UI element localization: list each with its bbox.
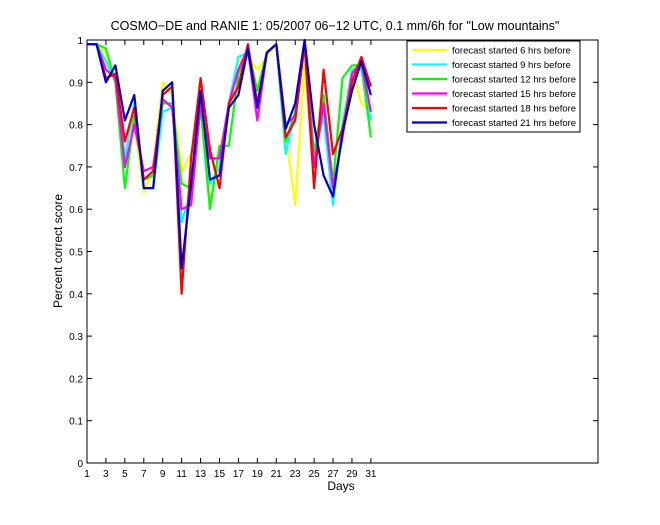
x-tick-label: 13 <box>195 469 207 480</box>
legend: forecast started 6 hrs before forecast st… <box>406 40 581 133</box>
y-tick-label: 0 <box>77 459 83 470</box>
legend-entry: forecast started 12 hrs before <box>452 75 576 86</box>
x-tick-label: 7 <box>141 469 147 480</box>
x-tick-label: 29 <box>346 469 358 480</box>
legend-entry: forecast started 6 hrs before <box>452 46 571 57</box>
y-tick-label: 0.5 <box>69 248 83 259</box>
y-tick-label: 1 <box>77 36 83 47</box>
y-tick-label: 0.8 <box>69 121 83 132</box>
x-tick-label: 23 <box>290 469 302 480</box>
x-tick-label: 15 <box>214 469 226 480</box>
x-axis: 1 3 5 7 9 11 13 15 17 19 21 23 25 27 29 31 <box>84 40 377 480</box>
series-line-3 <box>87 43 372 211</box>
legend-entry: forecast started 15 hrs before <box>452 89 576 100</box>
y-tick-label: 0.4 <box>69 290 83 301</box>
y-tick-label: 0.9 <box>69 78 83 89</box>
x-tick-label: 11 <box>176 469 187 480</box>
y-axis: 0 0.1 0.2 0.3 0.4 0.5 0.6 0.7 0.8 0.9 1 <box>69 36 598 470</box>
legend-entry: forecast started 9 hrs before <box>452 60 571 71</box>
y-tick-label: 0.6 <box>69 205 83 216</box>
x-tick-label: 19 <box>252 469 264 480</box>
x-axis-label: Days <box>327 479 354 493</box>
x-tick-label: 25 <box>309 469 321 480</box>
y-axis-label: Percent correct score <box>51 194 65 308</box>
x-tick-label: 21 <box>271 469 283 480</box>
series-lines <box>87 38 372 295</box>
series-line-6 <box>87 38 372 270</box>
chart-title: COSMO−DE and RANIE 1: 05/2007 06−12 UTC,… <box>111 19 560 33</box>
y-tick-label: 0.7 <box>69 163 83 174</box>
x-tick-label: 9 <box>160 469 166 480</box>
x-tick-label: 17 <box>233 469 245 480</box>
legend-entry: forecast started 21 hrs before <box>452 118 576 129</box>
x-tick-label: 27 <box>327 469 339 480</box>
x-tick-label: 31 <box>365 469 377 480</box>
y-tick-label: 0.3 <box>69 332 83 343</box>
x-tick-label: 3 <box>103 469 109 480</box>
x-tick-label: 5 <box>122 469 128 480</box>
series-line-5 <box>87 43 372 295</box>
legend-box <box>406 40 581 133</box>
y-tick-label: 0.1 <box>69 417 83 428</box>
x-tick-label: 1 <box>84 469 90 480</box>
legend-entry: forecast started 18 hrs before <box>452 104 576 115</box>
y-tick-label: 0.2 <box>69 374 83 385</box>
